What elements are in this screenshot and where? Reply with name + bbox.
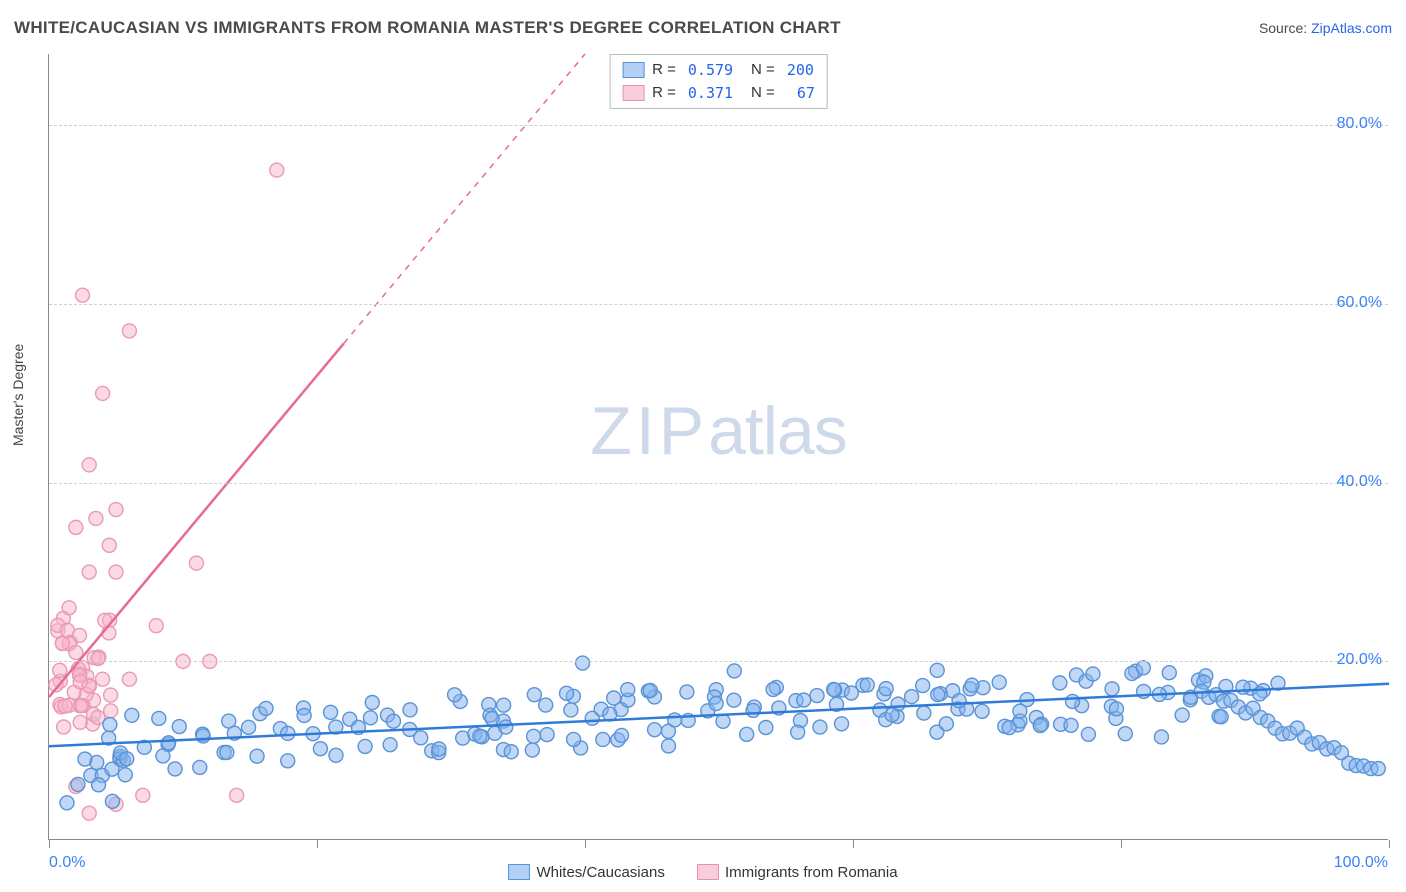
chart-header: WHITE/CAUCASIAN VS IMMIGRANTS FROM ROMAN…	[14, 18, 1392, 38]
source-label: Source: ZipAtlas.com	[1259, 20, 1392, 36]
y-tick-label: 20.0%	[1312, 651, 1382, 669]
y-tick-label: 60.0%	[1312, 294, 1382, 312]
source-link[interactable]: ZipAtlas.com	[1311, 20, 1392, 36]
plot-area: ZIPatlas R = 0.579 N = 200 R = 0.371 N =…	[48, 54, 1388, 840]
chart-title: WHITE/CAUCASIAN VS IMMIGRANTS FROM ROMAN…	[14, 18, 841, 38]
legend-row-pink: R = 0.371 N = 67	[622, 82, 815, 105]
chart-svg	[49, 54, 1388, 839]
legend-item-blue: Whites/Caucasians	[508, 864, 664, 881]
y-tick-label: 80.0%	[1312, 115, 1382, 133]
legend-series: Whites/Caucasians Immigrants from Romani…	[0, 864, 1406, 885]
y-axis-title: Master's Degree	[10, 344, 26, 446]
y-tick-label: 40.0%	[1312, 473, 1382, 491]
swatch-blue-icon	[508, 864, 530, 880]
swatch-blue-icon	[622, 62, 644, 78]
legend-item-pink: Immigrants from Romania	[697, 864, 898, 881]
legend-correlation: R = 0.579 N = 200 R = 0.371 N = 67	[609, 54, 828, 109]
swatch-pink-icon	[697, 864, 719, 880]
legend-row-blue: R = 0.579 N = 200	[622, 59, 815, 82]
swatch-pink-icon	[622, 85, 644, 101]
